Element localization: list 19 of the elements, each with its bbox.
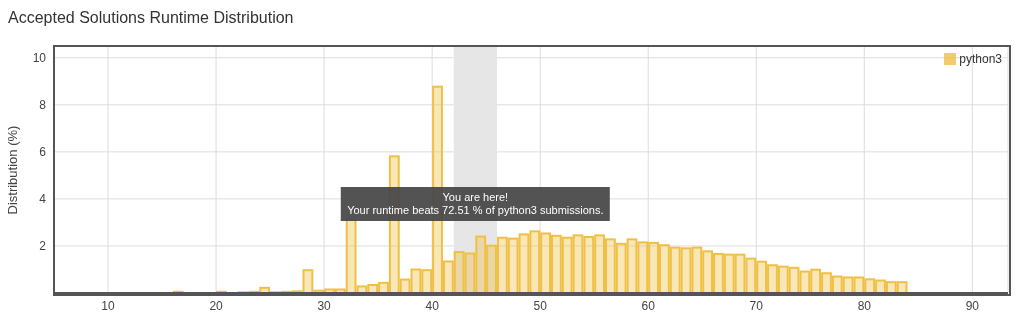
legend-label: python3 xyxy=(959,52,1002,66)
y-tick-label: 2 xyxy=(39,239,47,254)
y-tick-label: 8 xyxy=(39,98,47,113)
x-tick-label: 10 xyxy=(101,298,116,313)
x-tick-label: 70 xyxy=(749,298,764,313)
x-tick-label: 90 xyxy=(965,298,980,313)
x-tick-label: 50 xyxy=(533,298,548,313)
x-tick-label: 20 xyxy=(209,298,224,313)
annotation: Your runtime beats 72.51 % of python3 submissions. xyxy=(347,203,604,217)
x-tick-label: 40 xyxy=(425,298,440,313)
x-tick-label: 80 xyxy=(857,298,872,313)
annotation: You are here! xyxy=(441,190,510,204)
chart-title: Accepted Solutions Runtime Distribution xyxy=(8,8,295,28)
x-tick-label: 30 xyxy=(317,298,332,313)
y-tick-label: 6 xyxy=(39,145,47,160)
y-tick-label: 4 xyxy=(39,192,47,207)
x-tick-label: 60 xyxy=(641,298,656,313)
y-axis-title: Distribution (%) xyxy=(4,125,20,215)
y-tick-label: 10 xyxy=(32,51,47,66)
